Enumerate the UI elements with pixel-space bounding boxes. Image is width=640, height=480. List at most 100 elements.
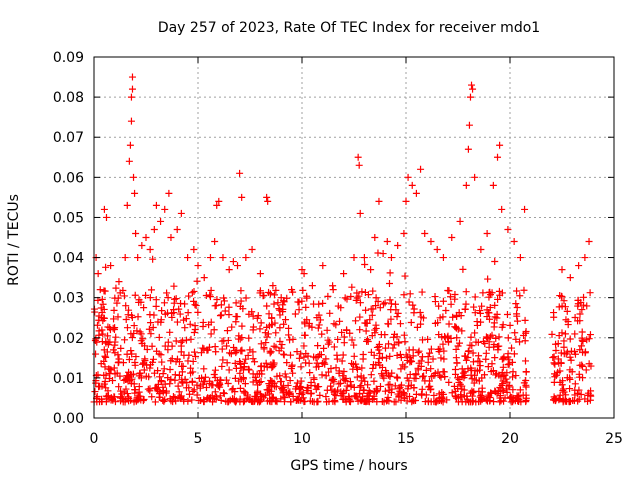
scatter-point (124, 311, 132, 319)
scatter-point (397, 354, 405, 362)
scatter-point (117, 387, 125, 395)
scatter-point (190, 246, 198, 254)
scatter-point (491, 387, 499, 395)
scatter-point (381, 387, 389, 395)
scatter-point (275, 347, 283, 355)
scatter-point (368, 395, 376, 403)
scatter-point (330, 320, 338, 328)
scatter-point (272, 329, 280, 337)
scatter-point (372, 294, 380, 302)
scatter-point (198, 374, 206, 382)
scatter-point (280, 350, 288, 358)
scatter-point (304, 386, 312, 394)
scatter-point (557, 359, 565, 367)
scatter-point (439, 340, 447, 348)
scatter-point (492, 334, 500, 342)
scatter-point (151, 398, 159, 406)
scatter-point (218, 345, 226, 353)
scatter-point (383, 238, 391, 246)
scatter-point (145, 325, 153, 333)
scatter-point (267, 348, 275, 356)
scatter-point (579, 337, 587, 345)
scatter-point (340, 367, 348, 375)
scatter-point (310, 353, 318, 361)
scatter-point (362, 327, 370, 335)
scatter-point (253, 389, 261, 397)
y-tick-label: 0.01 (53, 371, 84, 387)
scatter-point (192, 302, 200, 310)
scatter-point (358, 364, 366, 372)
scatter-point (308, 282, 316, 290)
scatter-point (146, 385, 154, 393)
scatter-point (409, 301, 417, 309)
scatter-point (586, 396, 594, 404)
scatter-point (298, 297, 306, 305)
scatter-point (462, 356, 470, 364)
scatter-point (386, 372, 394, 380)
scatter-point (295, 354, 303, 362)
scatter-point (185, 390, 193, 398)
scatter-point (490, 398, 498, 406)
scatter-point (473, 321, 481, 329)
scatter-point (189, 368, 197, 376)
scatter-point (280, 298, 288, 306)
scatter-point (236, 369, 244, 377)
scatter-point (350, 352, 358, 360)
scatter-point (522, 396, 530, 404)
scatter-point (94, 371, 102, 379)
scatter-point (264, 330, 272, 338)
scatter-point (356, 326, 364, 334)
scatter-point (297, 363, 305, 371)
axis-ticks: 0.00 0.01 0.02 0.03 0.04 0.05 0.06 0.07 0.08 0.09… (53, 50, 623, 447)
scatter-point (211, 238, 219, 246)
scatter-point (181, 300, 189, 308)
scatter-point (336, 317, 344, 325)
scatter-point (102, 371, 110, 379)
scatter-point (478, 396, 486, 404)
scatter-point (462, 181, 470, 189)
scatter-point (125, 157, 133, 165)
scatter-point (315, 311, 323, 319)
scatter-point (276, 337, 284, 345)
scatter-point (574, 296, 582, 304)
scatter-point (223, 359, 231, 367)
scatter-point (461, 305, 469, 313)
scatter-point (164, 294, 172, 302)
scatter-point (166, 395, 174, 403)
scatter-point (188, 289, 196, 297)
scatter-point (433, 246, 441, 254)
scatter-point (447, 300, 455, 308)
scatter-point (390, 341, 398, 349)
scatter-point (113, 299, 121, 307)
scatter-point (376, 349, 384, 357)
scatter-point (474, 338, 482, 346)
scatter-point (191, 301, 199, 309)
scatter-point (266, 382, 274, 390)
scatter-point (494, 346, 502, 354)
scatter-point (242, 355, 250, 363)
scatter-point (286, 336, 294, 344)
scatter-point (394, 374, 402, 382)
scatter-point (102, 353, 110, 361)
scatter-point (472, 376, 480, 384)
scatter-point (269, 282, 277, 290)
scatter-point (363, 336, 371, 344)
scatter-point (281, 394, 289, 402)
scatter-point (320, 344, 328, 352)
scatter-point (97, 360, 105, 368)
scatter-point (493, 370, 501, 378)
scatter-point (385, 279, 393, 287)
scatter-point (522, 376, 530, 384)
scatter-point (364, 338, 372, 346)
scatter-point (452, 392, 460, 400)
scatter-point (381, 299, 389, 307)
scatter-point (512, 300, 520, 308)
scatter-point (475, 387, 483, 395)
scatter-point (404, 385, 412, 393)
scatter-point (142, 372, 150, 380)
scatter-point (173, 318, 181, 326)
scatter-point (180, 316, 188, 324)
scatter-point (231, 359, 239, 367)
scatter-point (568, 368, 576, 376)
scatter-point (417, 313, 425, 321)
